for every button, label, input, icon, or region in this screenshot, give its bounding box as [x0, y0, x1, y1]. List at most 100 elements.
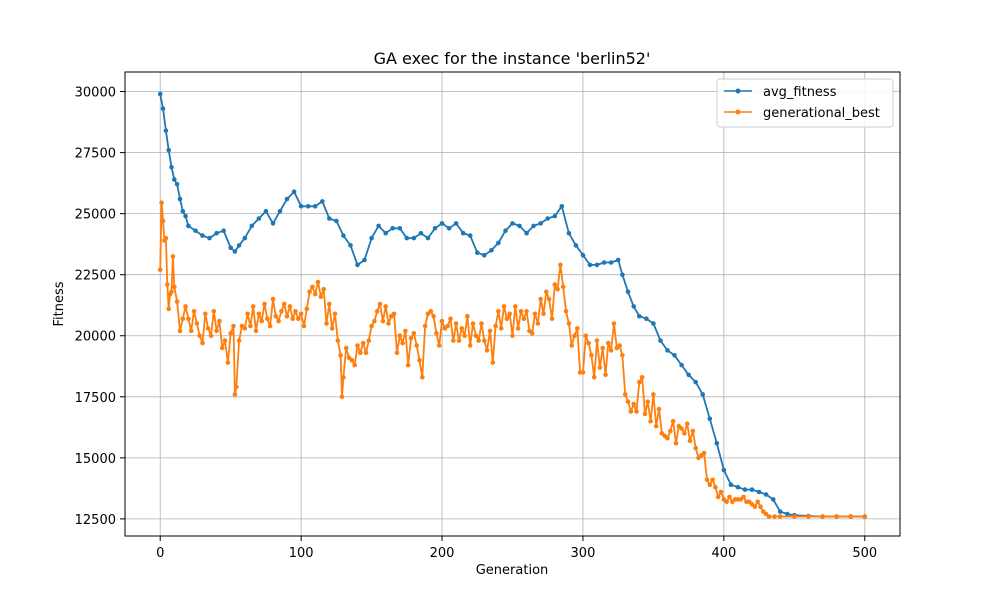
data-point-generational-best — [214, 328, 219, 334]
data-point-generational-best — [191, 309, 197, 314]
data-point-generational-best — [219, 345, 225, 351]
data-point-generational-best — [470, 321, 476, 326]
data-point-generational-best — [177, 328, 183, 334]
data-point-generational-best — [197, 333, 202, 339]
data-point-avg-fitness — [327, 216, 332, 221]
data-point-generational-best — [679, 426, 684, 431]
data-point-generational-best — [513, 304, 518, 309]
data-point-generational-best — [639, 375, 645, 380]
data-point-avg-fitness — [418, 230, 424, 236]
data-point-avg-fitness — [728, 482, 734, 488]
data-point-avg-fitness — [383, 230, 389, 236]
data-point-generational-best — [701, 450, 707, 456]
data-point-generational-best — [558, 262, 563, 268]
data-point-generational-best — [296, 316, 301, 322]
data-point-avg-fitness — [531, 223, 536, 229]
data-point-avg-fitness — [559, 204, 565, 209]
data-point-generational-best — [541, 311, 546, 317]
data-point-generational-best — [682, 431, 687, 436]
data-point-generational-best — [203, 311, 208, 317]
data-point-avg-fitness — [228, 245, 233, 251]
data-point-generational-best — [222, 338, 228, 343]
data-point-generational-best — [608, 348, 614, 353]
data-point-generational-best — [544, 289, 549, 295]
data-point-generational-best — [329, 326, 335, 331]
data-point-avg-fitness — [180, 208, 186, 214]
data-point-avg-fitness — [221, 228, 226, 233]
x-axis: 0 100 200 300 400 500 — [156, 536, 877, 561]
data-point-generational-best — [414, 343, 420, 348]
data-point-generational-best — [687, 438, 693, 444]
data-point-generational-best — [510, 333, 515, 339]
data-point-generational-best — [232, 392, 238, 397]
data-point-generational-best — [591, 375, 597, 380]
data-point-generational-best — [324, 321, 329, 326]
data-point-generational-best — [439, 318, 445, 324]
data-point-generational-best — [420, 375, 425, 380]
data-point-generational-best — [741, 494, 746, 500]
data-point-avg-fitness — [482, 252, 487, 258]
data-point-avg-fitness — [214, 230, 219, 236]
data-point-generational-best — [580, 370, 586, 375]
data-point-generational-best — [231, 323, 236, 329]
data-point-avg-fitness — [298, 204, 304, 209]
data-point-generational-best — [157, 267, 163, 273]
data-point-generational-best — [625, 399, 631, 405]
y-tick-label: 20000 — [75, 330, 116, 345]
data-point-generational-best — [665, 436, 670, 441]
data-point-avg-fitness — [763, 492, 769, 497]
data-point-generational-best — [456, 338, 462, 343]
data-point-avg-fitness — [355, 262, 360, 268]
y-tick-label: 12500 — [75, 513, 116, 528]
data-point-avg-fitness — [256, 216, 262, 221]
data-point-generational-best — [777, 514, 783, 519]
data-point-generational-best — [848, 514, 853, 519]
series-layer — [157, 91, 868, 519]
data-point-generational-best — [862, 514, 868, 519]
data-point-generational-best — [704, 477, 710, 483]
data-point-generational-best — [262, 301, 267, 307]
data-point-generational-best — [366, 338, 372, 343]
data-point-generational-best — [617, 343, 622, 348]
data-point-avg-fitness — [263, 208, 269, 214]
legend-box — [716, 78, 894, 128]
data-point-generational-best — [160, 218, 166, 224]
data-point-avg-fitness — [369, 235, 374, 241]
data-point-generational-best — [538, 296, 543, 302]
data-point-avg-fitness — [538, 221, 543, 226]
data-point-avg-fitness — [291, 189, 297, 194]
data-point-avg-fitness — [608, 260, 614, 265]
data-point-avg-fitness — [777, 509, 783, 514]
data-point-generational-best — [318, 294, 324, 300]
data-point-generational-best — [169, 289, 174, 295]
data-point-avg-fitness — [658, 338, 663, 343]
y-axis-title: Fitness — [52, 281, 67, 326]
data-point-avg-fitness — [672, 353, 677, 358]
x-tick-label: 200 — [430, 546, 455, 561]
data-point-generational-best — [411, 331, 417, 336]
grid-lines — [125, 72, 900, 536]
data-point-generational-best — [236, 338, 242, 343]
data-point-generational-best — [535, 321, 541, 326]
data-point-avg-fitness — [453, 221, 459, 226]
data-point-generational-best — [834, 514, 839, 519]
data-point-avg-fitness — [651, 321, 656, 326]
data-point-avg-fitness — [432, 226, 438, 231]
data-point-generational-best — [648, 418, 653, 424]
data-point-generational-best — [343, 345, 349, 351]
data-point-generational-best — [301, 323, 307, 329]
data-point-generational-best — [228, 331, 233, 336]
data-point-avg-fitness — [545, 216, 550, 221]
data-point-generational-best — [172, 284, 177, 290]
data-point-generational-best — [715, 494, 721, 500]
data-point-avg-fitness — [163, 128, 169, 133]
data-point-avg-fitness — [249, 223, 255, 229]
data-point-generational-best — [174, 299, 180, 304]
data-point-generational-best — [673, 440, 679, 446]
data-point-generational-best — [707, 482, 713, 488]
data-point-generational-best — [600, 345, 605, 351]
data-point-generational-best — [563, 309, 569, 314]
data-point-generational-best — [290, 316, 296, 322]
data-point-avg-fitness — [594, 262, 600, 268]
data-point-generational-best — [656, 406, 662, 412]
